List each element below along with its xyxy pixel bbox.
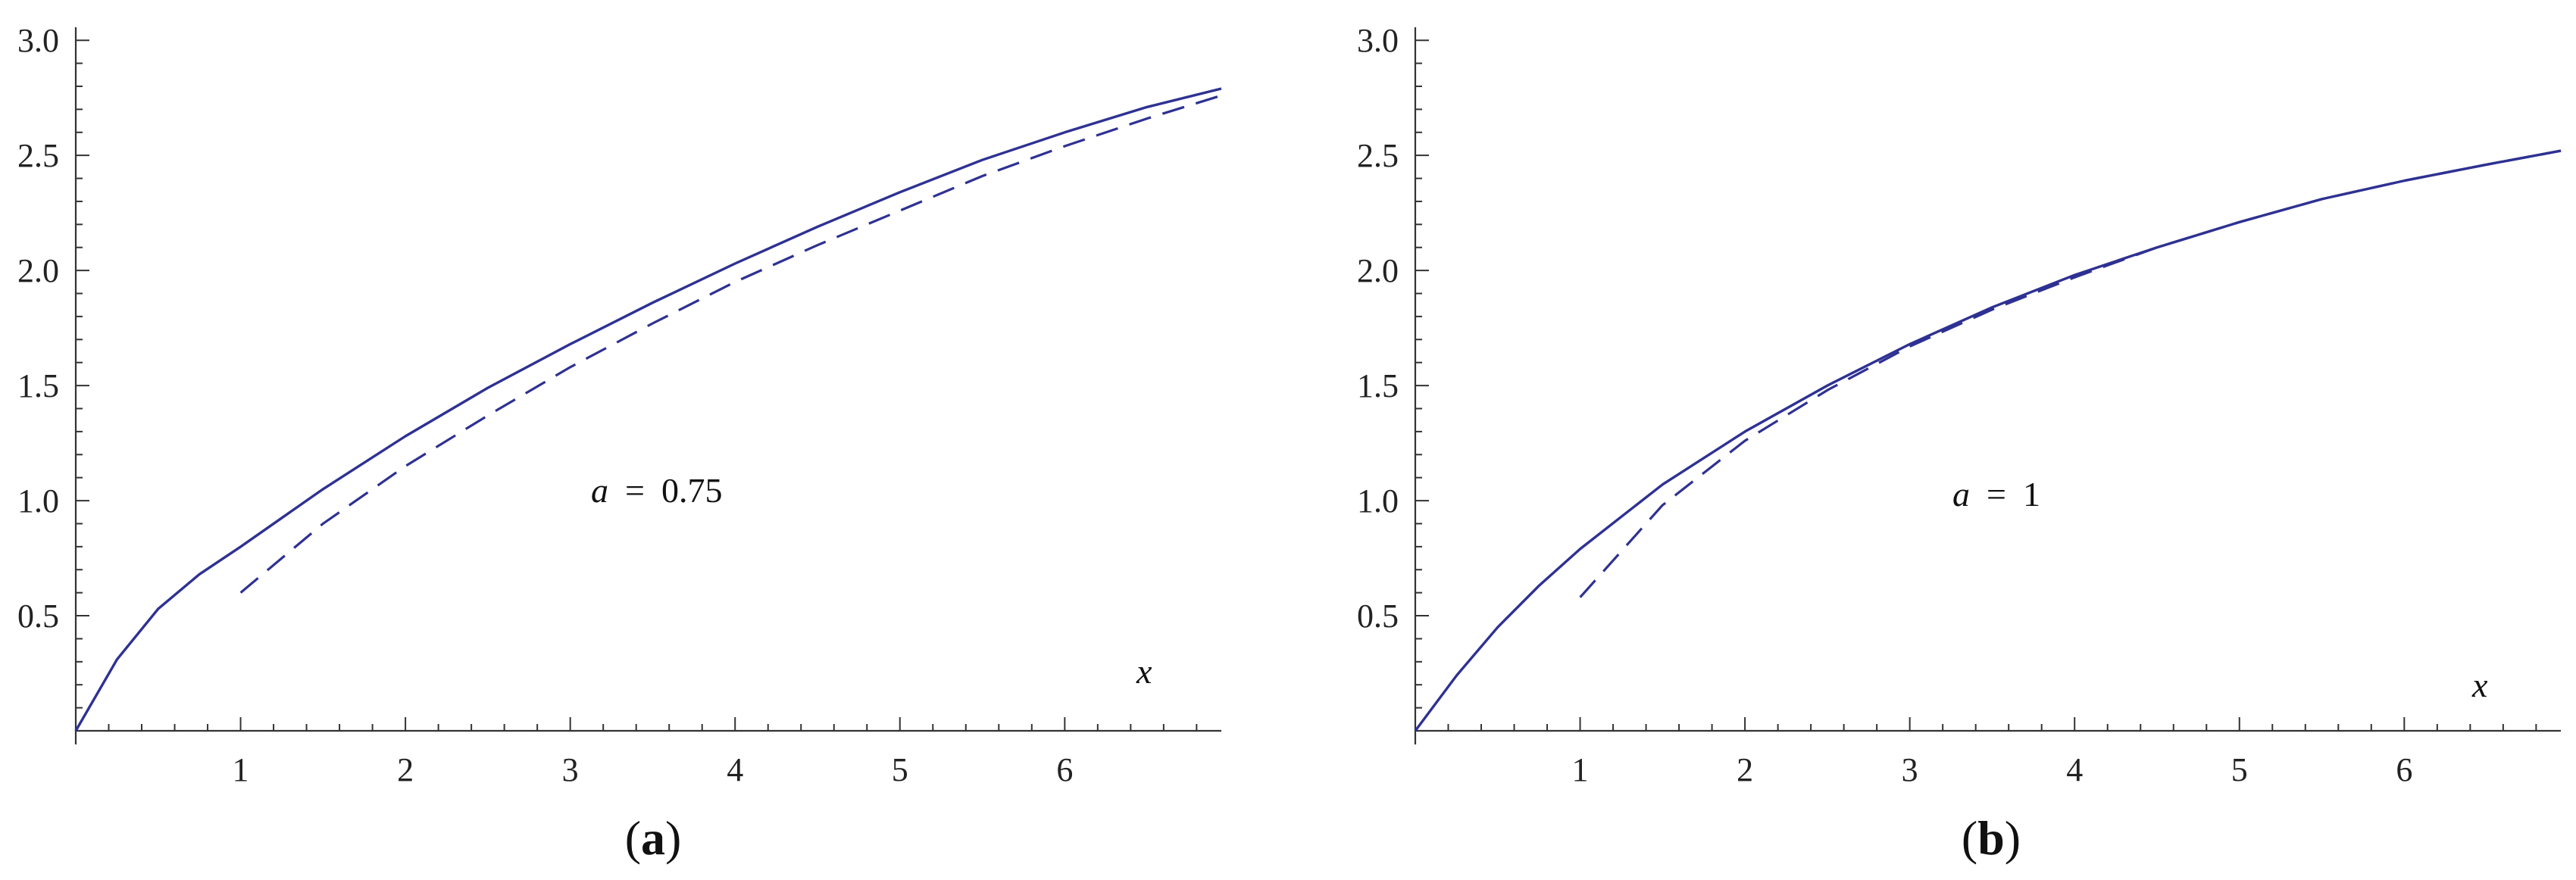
annotation-equals: =: [1987, 475, 2006, 513]
y-tick-label: 1.0: [17, 482, 59, 520]
parameter-annotation: a = 1: [1952, 475, 2040, 513]
x-tick-label: 3: [562, 751, 579, 788]
dashed-series-line: [239, 94, 1222, 594]
panel-label-letter: a: [641, 811, 665, 865]
x-tick-label: 3: [1902, 751, 1918, 788]
y-tick-label: 3.0: [17, 22, 59, 59]
annotation-value: 0.75: [661, 471, 723, 510]
annotation-equals: =: [625, 471, 645, 510]
y-tick-label: 0.5: [1357, 598, 1399, 635]
panel-label-open: (: [1962, 811, 1977, 865]
x-tick-label: 2: [397, 751, 414, 788]
solid-series-line: [74, 87, 1222, 732]
panel-label-close: ): [2005, 811, 2021, 865]
panel-a: 1 2 3 4 5 60.51.01.52.02.53.0xa = 0.75(a): [17, 22, 1222, 865]
dashed-series-line: [1579, 149, 2562, 598]
panel-label-letter: b: [1977, 811, 2005, 865]
panel-label-open: (: [625, 811, 641, 865]
y-tick-label: 3.0: [1357, 22, 1399, 59]
x-axis-label: x: [1136, 652, 1152, 691]
x-tick-label: 1: [233, 751, 249, 788]
y-tick-label: 2.0: [17, 252, 59, 289]
panel-b: 1 2 3 4 5 6 0.5 1.0 1.5 2.0 2.5 3.0 x a = 1 (b): [1357, 22, 2562, 865]
parameter-annotation: a = 0.75: [591, 471, 722, 510]
y-tick-label: 1.0: [1357, 482, 1399, 520]
annotation-variable: a: [1952, 475, 1970, 513]
y-tick-label: 1.5: [1357, 367, 1399, 404]
y-tick-label: 2.5: [17, 137, 59, 174]
panel-label: (a): [625, 811, 682, 865]
panel-label: (b): [1962, 811, 2021, 865]
x-tick-label: 1: [1572, 751, 1589, 788]
x-tick-label: 4: [2066, 751, 2083, 788]
x-tick-label: 4: [727, 751, 743, 788]
x-tick-label: 2: [1737, 751, 1753, 788]
annotation-variable: a: [591, 471, 608, 510]
x-tick-label: 5: [2231, 751, 2248, 788]
annotation-value: 1: [2023, 475, 2040, 513]
solid-series-line: [1414, 149, 2562, 732]
x-tick-label: 6: [1056, 751, 1073, 788]
y-tick-label: 2.5: [1357, 137, 1399, 174]
x-tick-label: 5: [892, 751, 908, 788]
y-tick-label: 1.5: [17, 367, 59, 404]
panel-label-close: ): [665, 811, 681, 865]
x-tick-label: 6: [2396, 751, 2412, 788]
x-axis-label: x: [2471, 666, 2488, 704]
y-tick-label: 2.0: [1357, 252, 1399, 289]
y-tick-label: 0.5: [17, 598, 59, 635]
